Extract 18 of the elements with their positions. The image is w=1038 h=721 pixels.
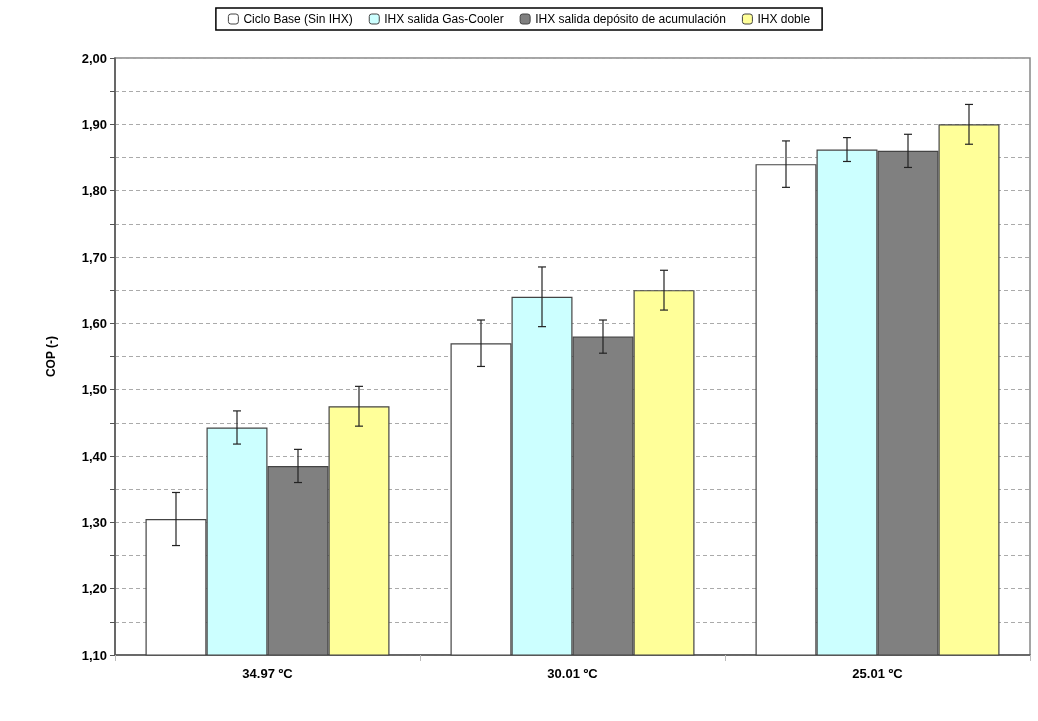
legend-label: IHX salida Gas-Cooler: [384, 12, 504, 26]
y-axis-title: COP (-): [44, 335, 58, 378]
y-tick-label: 1,40: [81, 448, 107, 464]
y-tick-label: 1,20: [81, 581, 107, 597]
y-tick-label: 1,50: [81, 382, 107, 398]
x-tick-label: 34.97 ºC: [242, 666, 294, 681]
x-tick-label: 30.01 ºC: [547, 666, 599, 681]
y-tick-label: 1,70: [81, 249, 107, 265]
y-tick-label: 1,90: [81, 116, 107, 132]
y-tick-label: 1,80: [81, 183, 107, 199]
y-tick-label: 1,60: [81, 315, 107, 331]
legend-label: IHX doble: [757, 12, 811, 26]
y-tick-label: 1,10: [81, 647, 107, 663]
x-tick-label: 25.01 ºC: [852, 666, 904, 681]
y-tick-label: 2,00: [81, 50, 107, 66]
legend-label: IHX salida depósito de acumulación: [535, 12, 726, 26]
y-tick-label: 1,30: [81, 514, 107, 530]
legend-label: Ciclo Base (Sin IHX): [243, 12, 353, 26]
